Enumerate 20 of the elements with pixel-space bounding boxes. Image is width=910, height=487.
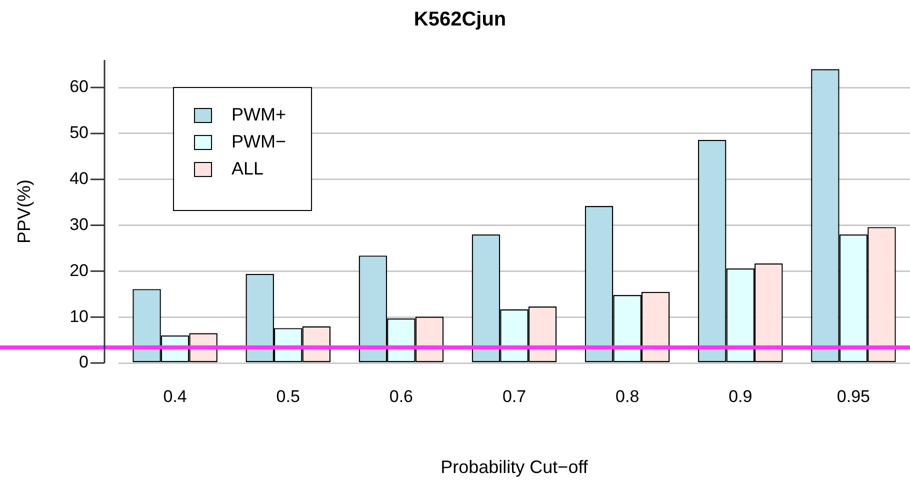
y-tick-label: 60 [70, 77, 89, 96]
y-tick-label: 10 [70, 306, 89, 326]
x-tick-label: 0.4 [163, 386, 187, 406]
chart-title: K562Cjun [414, 8, 506, 31]
x-tick-label: 0.95 [836, 386, 870, 406]
x-tick-label: 0.5 [276, 386, 300, 406]
legend-label: ALL [232, 158, 264, 179]
x-tick-label: 0.7 [502, 386, 526, 406]
x-axis-title: Probability Cut−off [440, 457, 589, 478]
legend-label: PWM+ [232, 104, 286, 125]
y-tick-label: 20 [70, 260, 89, 280]
x-tick-label: 0.9 [728, 386, 752, 406]
y-tick-label: 40 [70, 169, 89, 188]
y-tick-label: 30 [70, 214, 89, 234]
legend-label: PWM− [232, 132, 286, 152]
y-tick-label: 50 [70, 123, 89, 142]
x-tick-label: 0.6 [389, 386, 414, 406]
y-tick-label: 0 [79, 352, 89, 372]
y-axis-title: PPV(%) [14, 179, 34, 244]
x-tick-label: 0.8 [616, 386, 640, 406]
